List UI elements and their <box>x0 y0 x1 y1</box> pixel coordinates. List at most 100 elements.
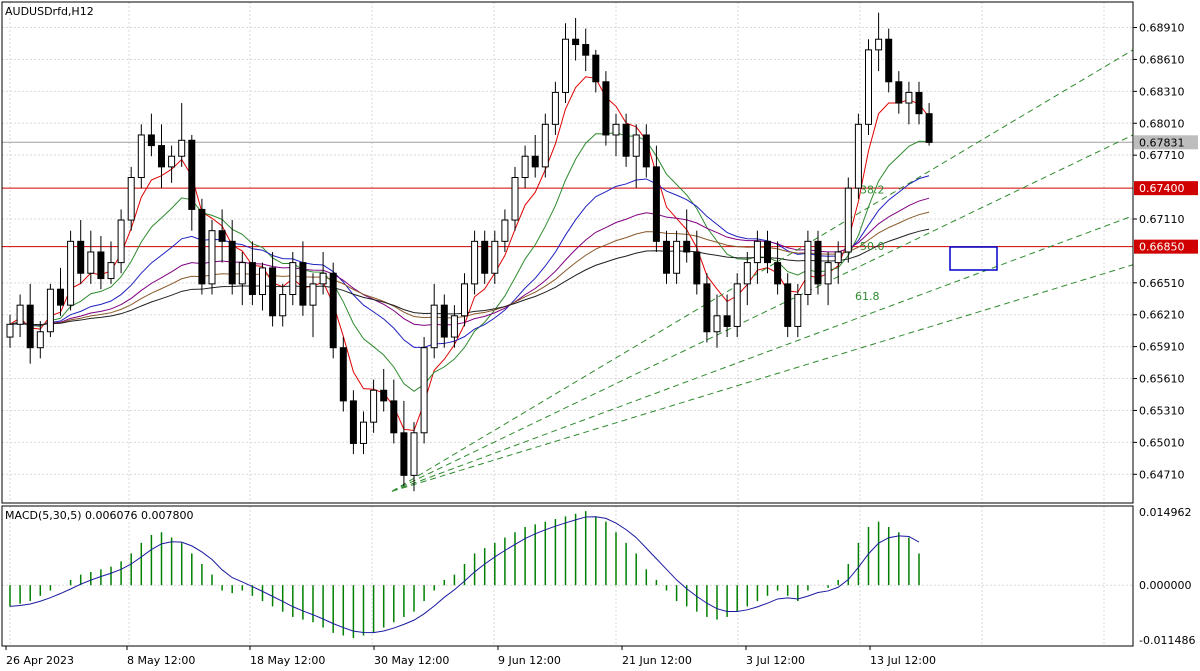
candle-body[interactable] <box>309 283 317 306</box>
candle-body[interactable] <box>339 347 347 402</box>
candle-body[interactable] <box>147 134 155 147</box>
target-box[interactable] <box>949 246 998 271</box>
candle-body[interactable] <box>673 240 681 274</box>
candle-body[interactable] <box>521 155 529 179</box>
candle-body[interactable] <box>319 272 327 285</box>
candle-body[interactable] <box>349 400 357 444</box>
candle-body[interactable] <box>360 421 367 444</box>
candle-body[interactable] <box>875 38 883 51</box>
candle-body[interactable] <box>299 262 307 306</box>
candle-body[interactable] <box>461 283 468 317</box>
candle-body[interactable] <box>642 134 650 168</box>
candle-body[interactable] <box>117 219 125 264</box>
candle-body[interactable] <box>137 134 145 179</box>
candle-body[interactable] <box>248 262 256 296</box>
candle-body[interactable] <box>36 331 44 349</box>
candle-body[interactable] <box>753 240 761 264</box>
candle-body[interactable] <box>471 240 479 285</box>
candle-body[interactable] <box>794 294 802 327</box>
candle-body[interactable] <box>865 49 872 125</box>
candle-body[interactable] <box>743 262 751 285</box>
candle-body[interactable] <box>612 123 620 136</box>
candle-body[interactable] <box>46 288 54 333</box>
candle-body[interactable] <box>440 304 448 338</box>
candle-body[interactable] <box>804 240 812 296</box>
candle-body[interactable] <box>380 389 388 402</box>
candle-body[interactable] <box>127 177 135 221</box>
candle-body[interactable] <box>622 123 630 157</box>
candle-body[interactable] <box>834 251 842 264</box>
candle-body[interactable] <box>693 251 701 285</box>
candle-body[interactable] <box>784 283 792 327</box>
candle-body[interactable] <box>854 123 862 189</box>
candle-body[interactable] <box>925 113 933 143</box>
candle-body[interactable] <box>16 304 24 325</box>
candle-body[interactable] <box>289 262 297 296</box>
candle-body[interactable] <box>430 304 438 349</box>
candle-body[interactable] <box>531 155 539 168</box>
candle-body[interactable] <box>703 283 711 333</box>
candle-body[interactable] <box>541 123 549 168</box>
candle-body[interactable] <box>269 267 277 317</box>
candle-body[interactable] <box>370 389 378 423</box>
candle-body[interactable] <box>279 294 287 317</box>
candle-body[interactable] <box>107 262 115 280</box>
candle-body[interactable] <box>895 81 903 104</box>
candle-body[interactable] <box>713 315 721 333</box>
candle-body[interactable] <box>178 139 186 157</box>
candle-body[interactable] <box>481 240 489 274</box>
candle-body[interactable] <box>218 230 226 242</box>
candle-body[interactable] <box>208 230 216 285</box>
candle-body[interactable] <box>551 91 559 125</box>
candle-body[interactable] <box>572 38 580 46</box>
time-axis-label: 9 Jun 12:00 <box>498 654 561 667</box>
candle-body[interactable] <box>582 44 590 56</box>
candle-body[interactable] <box>652 166 660 242</box>
candle-body[interactable] <box>77 240 85 274</box>
candle-body[interactable] <box>915 91 923 115</box>
candle-body[interactable] <box>814 240 822 285</box>
candle-body[interactable] <box>410 432 418 476</box>
candle-body[interactable] <box>6 323 14 338</box>
candle-body[interactable] <box>632 134 640 157</box>
candle-body[interactable] <box>501 219 509 242</box>
candle-body[interactable] <box>450 315 458 338</box>
candle-body[interactable] <box>188 139 196 210</box>
candle-body[interactable] <box>259 267 266 296</box>
candle-body[interactable] <box>774 262 782 285</box>
macd-pane[interactable] <box>2 506 1133 646</box>
candle-body[interactable] <box>238 262 246 285</box>
candle-body[interactable] <box>67 240 75 306</box>
time-axis-label: 3 Jul 12:00 <box>746 654 805 667</box>
candle-body[interactable] <box>683 240 691 253</box>
moving-average-3 <box>9 197 930 326</box>
candle-body[interactable] <box>168 155 176 168</box>
candle-body[interactable] <box>390 400 398 434</box>
candle-body[interactable] <box>97 251 105 280</box>
candle-body[interactable] <box>844 187 852 253</box>
candle-body[interactable] <box>329 272 337 349</box>
candle-body[interactable] <box>87 251 95 274</box>
candle-body[interactable] <box>400 432 408 476</box>
macd-frame <box>1 505 1134 647</box>
candle-body[interactable] <box>158 145 165 168</box>
candle-body[interactable] <box>824 262 832 285</box>
candle-body[interactable] <box>198 208 206 285</box>
price-pane[interactable]: 38.2 50.0 61.8 <box>2 2 1134 503</box>
candle-body[interactable] <box>602 81 610 136</box>
candle-body[interactable] <box>885 38 893 83</box>
candle-body[interactable] <box>663 240 670 274</box>
candle-body[interactable] <box>420 347 428 434</box>
candle-body[interactable] <box>592 54 600 83</box>
candle-body[interactable] <box>723 315 731 327</box>
candle-body[interactable] <box>905 91 913 104</box>
candle-body[interactable] <box>26 304 34 349</box>
candle-body[interactable] <box>511 177 519 221</box>
candle-body[interactable] <box>764 240 771 264</box>
candle-body[interactable] <box>562 38 569 93</box>
candle-body[interactable] <box>228 240 236 285</box>
candle-body[interactable] <box>491 240 499 274</box>
candle-body[interactable] <box>57 288 64 306</box>
candle-body[interactable] <box>733 283 741 327</box>
